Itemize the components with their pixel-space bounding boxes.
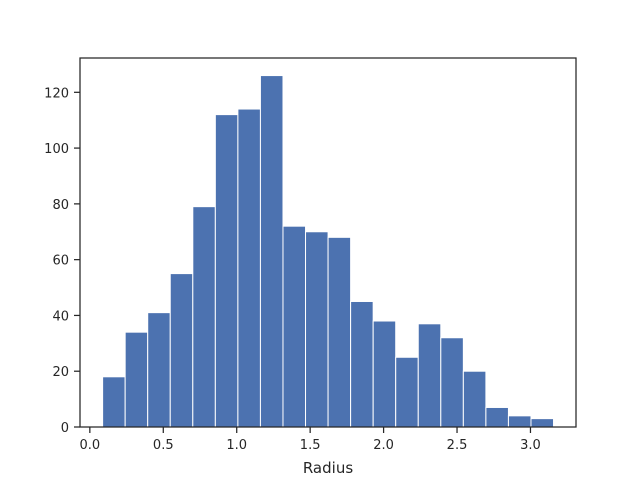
histogram-bar <box>440 337 464 428</box>
histogram-bar <box>169 273 194 428</box>
x-axis-label: Radius <box>303 459 353 477</box>
histogram-bar <box>485 406 509 428</box>
histogram-bar <box>259 75 284 428</box>
y-tick-label: 20 <box>52 365 69 380</box>
histogram-bar <box>417 323 442 428</box>
y-tick-label: 120 <box>44 86 69 101</box>
histogram-bar <box>192 206 216 428</box>
x-tick-label: 2.5 <box>447 438 468 453</box>
y-tick-label: 60 <box>52 254 69 269</box>
histogram-bar <box>282 225 307 428</box>
x-axis-ticks: 0.0 0.5 1.0 1.5 2.0 2.5 3.0 <box>79 427 541 453</box>
y-tick-label: 0 <box>61 421 69 436</box>
bars-group <box>102 75 555 428</box>
axes-frame <box>79 57 577 428</box>
histogram-bar <box>124 331 149 428</box>
histogram-bar <box>530 418 555 428</box>
histogram-bar <box>327 236 352 428</box>
histogram-bar <box>214 114 239 428</box>
histogram-bar <box>507 415 532 428</box>
histogram-bar <box>102 376 126 428</box>
histogram-bar <box>147 312 171 428</box>
y-tick-label: 80 <box>52 198 69 213</box>
x-tick-label: 0.5 <box>153 438 174 453</box>
histogram-bar <box>350 300 374 428</box>
x-tick-label: 1.5 <box>300 438 321 453</box>
histogram-bar <box>372 320 397 428</box>
y-tick-label: 40 <box>52 309 69 324</box>
x-tick-label: 3.0 <box>520 438 541 453</box>
x-tick-label: 2.0 <box>373 438 394 453</box>
x-tick-label: 0.0 <box>79 438 100 453</box>
x-tick-label: 1.0 <box>226 438 247 453</box>
y-axis-ticks: 0 20 40 60 80 100 120 <box>44 86 80 436</box>
histogram-bar <box>237 108 261 428</box>
histogram-bar <box>395 356 419 428</box>
histogram-bar <box>305 231 329 428</box>
y-tick-label: 100 <box>44 142 69 157</box>
histogram-bar <box>462 370 487 428</box>
